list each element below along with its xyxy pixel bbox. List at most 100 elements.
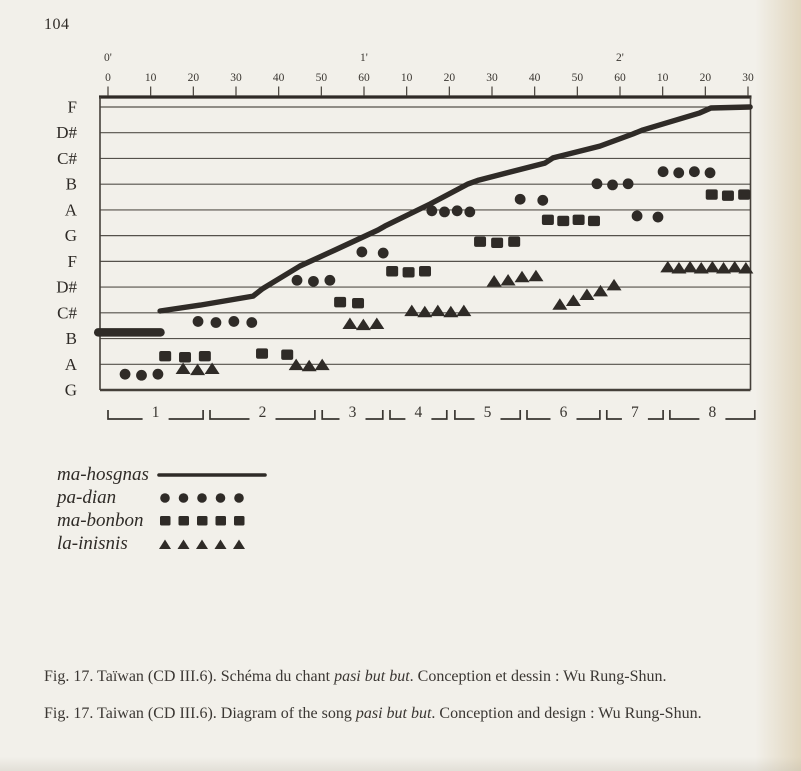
page-number: 104 [44,16,70,33]
pa-dian-mark [514,193,526,205]
la-inisnis-mark [660,260,676,273]
caption-english-prefix: Fig. 17. Taiwan (CD III.6). Diagram of t… [44,705,356,722]
time-tick-label: 20 [444,72,456,84]
pitch-label: F [68,252,77,271]
pa-dian-mark [291,274,303,286]
ma-bonbon-mark [491,237,504,248]
legend-triangle-swatch [157,535,277,553]
la-inisnis-mark [190,363,206,376]
ma-bonbon-mark [402,267,415,278]
pa-dian-mark [657,166,669,178]
legend-swatch-graphic [159,539,245,549]
time-tick-label: 40 [529,72,541,84]
scan-bottom-shadow [0,757,801,771]
ma-bonbon-mark [705,189,718,200]
time-tick-label: 20 [700,72,712,84]
pa-dian-mark [119,368,131,380]
pitch-label: D# [56,123,77,142]
section-bracket [605,410,664,420]
la-inisnis-mark [727,260,743,273]
la-inisnis-mark [693,261,709,274]
legend-swatch-graphic [160,492,244,503]
pitch-label: A [65,200,78,219]
section-bracket [454,410,522,420]
time-tick-label: 30 [230,72,242,84]
series-pa-dian [119,166,716,381]
pitch-label: A [65,355,78,374]
caption-french: Fig. 17. Taïwan (CD III.6). Schéma du ch… [44,668,666,686]
pa-dian-mark [192,316,204,327]
caption-french-suffix: . Conception et dessin : Wu Rung-Shun. [409,668,667,685]
section-number: 1 [152,404,160,421]
series-la-inisnis [175,260,754,376]
ma-bonbon-mark [256,348,269,359]
caption-french-prefix: Fig. 17. Taïwan (CD III.6). Schéma du ch… [44,668,335,685]
ma-bonbon-mark [334,296,347,308]
la-inisnis-mark [579,288,595,301]
section-bracket [526,410,601,420]
legend-circle-swatch [157,489,277,507]
caption-english: Fig. 17. Taiwan (CD III.6). Diagram of t… [44,705,702,723]
la-inisnis-mark [204,362,220,375]
la-inisnis-mark [565,294,581,306]
time-tick-label: 60 [614,72,626,84]
pa-dian-mark [688,166,700,178]
pa-dian-mark [622,178,634,190]
ma-bonbon-mark [419,266,432,277]
ma-bonbon-mark [474,236,487,247]
pa-dian-mark [228,316,240,327]
ma-bonbon-mark [179,352,192,363]
la-inisnis-mark [738,261,754,274]
la-inisnis-mark [514,270,530,283]
pa-dian-mark [439,206,450,218]
pa-dian-mark [324,274,336,286]
ma-bonbon-mark [557,215,570,227]
time-tick-label: 10 [657,72,669,84]
la-inisnis-mark [592,284,608,297]
pitch-label: C# [57,303,77,322]
section-number: 8 [708,404,716,421]
time-axis: 0 10 20 30 40 50 60 10 20 30 40 50 60 10 20 30 0' 1' 2' [104,52,754,96]
caption-french-italic-term: pasi but but [334,668,410,685]
legend-label-la-inisnis: la-inisnis [57,532,128,554]
section-bracket [321,410,384,420]
pitch-label: G [65,226,77,245]
time-tick-label: 30 [486,72,498,84]
pitch-label: B [66,329,77,348]
la-inisnis-mark [175,362,191,375]
section-brackets: 1 2 3 4 5 6 7 8 [107,404,756,421]
section-number: 2 [259,404,267,421]
ma-bonbon-mark [738,189,751,200]
la-inisnis-mark [606,278,622,291]
ma-bonbon-mark [541,214,554,225]
pitch-label: G [65,381,77,400]
la-inisnis-mark [404,304,420,317]
legend-row-ma-hosgnas: ma-hosgnas [57,463,277,486]
ma-bonbon-mark [386,266,399,277]
pa-dian-mark [673,167,685,179]
ma-bonbon-mark [572,214,585,225]
ma-bonbon-mark [508,236,521,247]
section-number: 6 [560,404,568,421]
minute-mark-label: 0' [104,52,112,64]
pa-dian-mark [451,205,463,217]
pa-dian-mark [136,369,147,381]
pa-dian-mark [704,167,716,179]
time-tick-label: 0 [105,72,111,84]
legend-label-ma-bonbon: ma-bonbon [57,509,144,531]
pa-dian-mark [631,210,643,222]
time-tick-label: 50 [572,72,584,84]
legend-swatch-graphic [160,515,245,525]
ma-bonbon-mark [352,298,365,309]
section-bracket [209,410,316,420]
la-inisnis-mark [369,317,385,329]
caption-english-italic-term: pasi but but [355,705,432,722]
time-tick-label: 50 [316,72,328,84]
section-number: 7 [631,404,639,421]
legend-row-la-inisnis: la-inisnis [57,532,277,555]
la-inisnis-mark [528,269,544,282]
ma-bonbon-mark [198,350,211,362]
